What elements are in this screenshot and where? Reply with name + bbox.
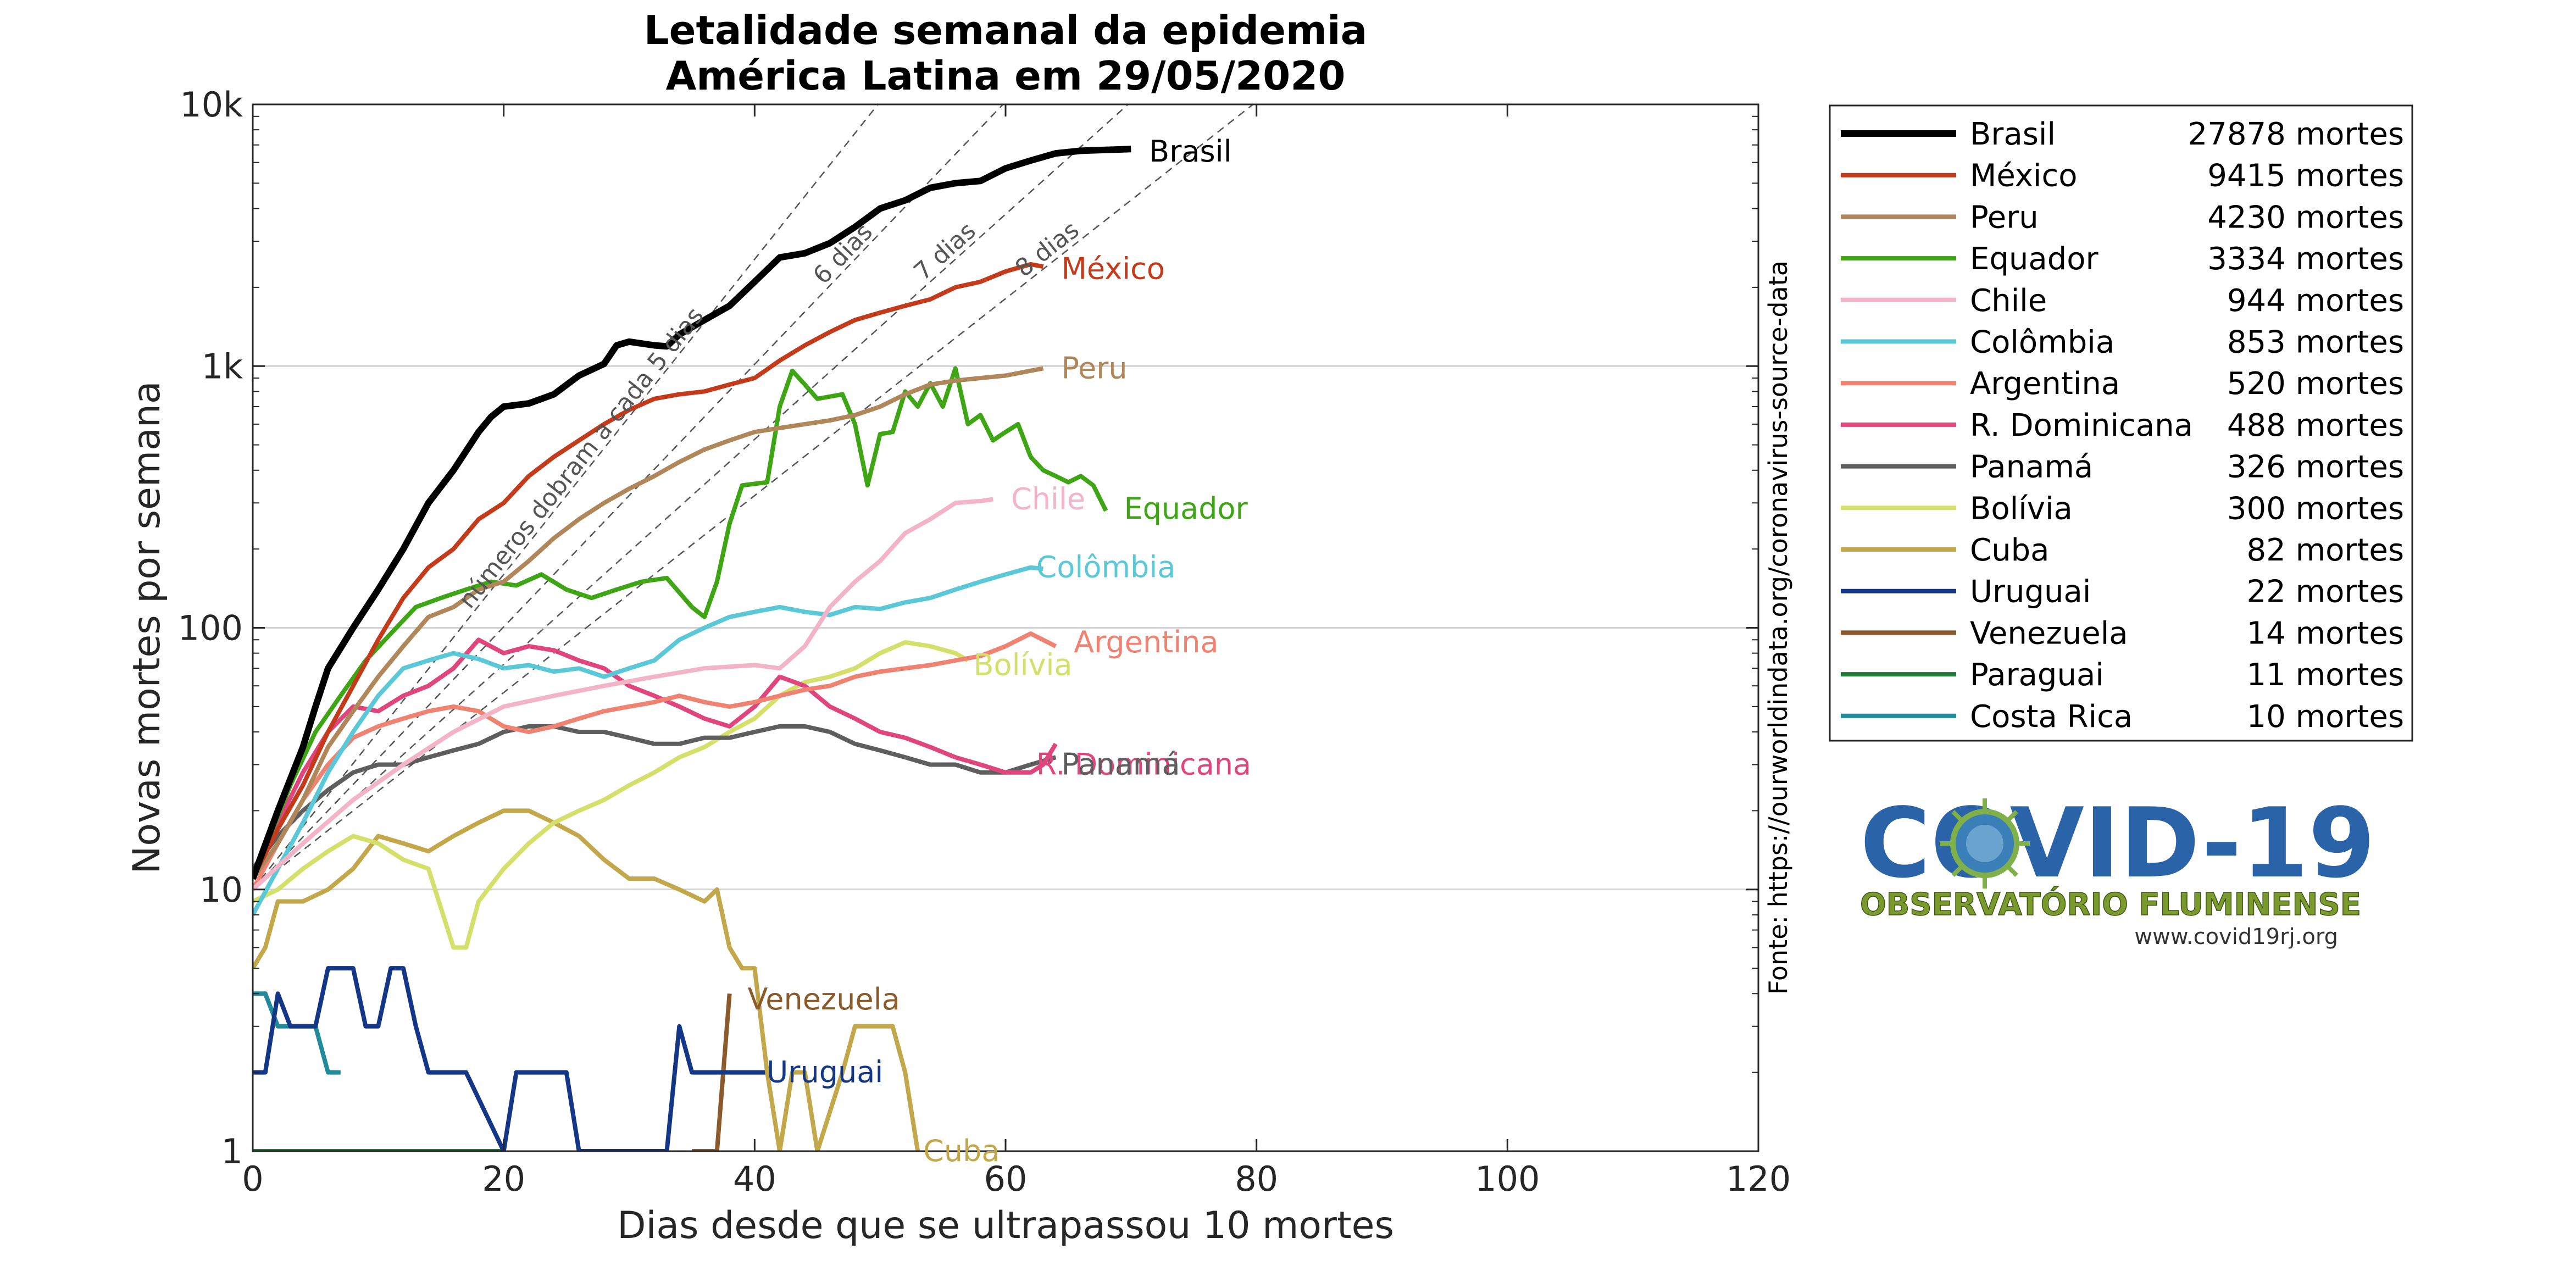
series-labels: Brasil México Peru Equador Chile Colômbia Arge… [748, 134, 1252, 1168]
legend-total-bolivia: 300 mortes [2227, 491, 2404, 526]
logo-subtitle: OBSERVATÓRIO FLUMINENSE [1860, 887, 2361, 923]
x-tick-label: 20 [482, 1159, 525, 1199]
legend-name-peru: Peru [1970, 199, 2039, 235]
chart-subtitle: América Latina em 29/05/2020 [666, 53, 1346, 99]
series-line-equador [253, 366, 1108, 880]
series-label-mexico: México [1061, 252, 1165, 286]
y-axis-label: Novas mortes por semana [125, 381, 169, 874]
series-line-chile [253, 497, 993, 891]
legend-total-r-dominicana: 488 mortes [2227, 408, 2404, 443]
series-label-chile: Chile [1011, 481, 1085, 516]
legend-total-uruguai: 22 mortes [2247, 574, 2404, 610]
series-line-cuba [253, 808, 920, 1151]
series-line-colombia [253, 565, 1043, 916]
series-label-cuba: Cuba [923, 1134, 1000, 1168]
legend-name-colombia: Colômbia [1970, 325, 2114, 360]
series-label-uruguai: Uruguai [767, 1055, 884, 1090]
logo-url: www.covid19rj.org [2134, 924, 2338, 950]
legend-total-chile: 944 mortes [2227, 283, 2404, 319]
virus-icon [1940, 798, 2030, 889]
x-axis-label: Dias desde que se ultrapassou 10 mortes [617, 1204, 1394, 1247]
y-tick-label: 10 [199, 870, 243, 910]
x-tick-label: 0 [242, 1159, 263, 1199]
legend-total-paraguai: 11 mortes [2247, 657, 2404, 693]
legend-total-costa-rica: 10 mortes [2247, 699, 2404, 735]
x-tick-label: 120 [1726, 1159, 1791, 1199]
legend-name-argentina: Argentina [1970, 366, 2120, 402]
series-line-bolivia [253, 640, 969, 950]
y-tick-label: 1 [221, 1131, 243, 1172]
legend-total-panama: 326 mortes [2227, 449, 2404, 485]
guide-line [253, 104, 1004, 890]
series-line-mexico [253, 262, 1044, 880]
y-tick-label: 1k [202, 346, 243, 386]
legend: Brasil 27878 mortes México 9415 mortes Peru 4… [1841, 116, 2404, 735]
legend-name-venezuela: Venezuela [1970, 615, 2128, 651]
legend-total-venezuela: 14 mortes [2247, 615, 2404, 651]
legend-name-chile: Chile [1970, 283, 2047, 319]
guide-line [253, 104, 1129, 890]
series-label-peru: Peru [1061, 351, 1127, 385]
series-label-colombia: Colômbia [1036, 550, 1176, 585]
series-label-brasil: Brasil [1149, 134, 1231, 169]
y-tick-label: 100 [178, 608, 243, 648]
legend-name-brasil: Brasil [1970, 116, 2056, 152]
legend-total-mexico: 9415 mortes [2207, 158, 2404, 194]
x-tick-label: 40 [733, 1159, 776, 1199]
chart-title: Letalidade semanal da epidemia [644, 7, 1367, 53]
x-tick-label: 60 [984, 1159, 1028, 1199]
legend-name-costa-rica: Costa Rica [1970, 699, 2133, 735]
series-line-argentina [253, 631, 1057, 891]
legend-name-mexico: México [1970, 158, 2078, 194]
series-label-venezuela: Venezuela [748, 982, 900, 1017]
x-tick-label: 100 [1475, 1159, 1540, 1199]
legend-total-argentina: 520 mortes [2227, 366, 2404, 402]
series-line-venezuela [692, 993, 732, 1151]
series-lines [253, 146, 1131, 1151]
legend-name-r-dominicana: R. Dominicana [1970, 408, 2193, 443]
y-tick-label: 10k [180, 85, 243, 125]
guide-line [253, 104, 879, 890]
logo: COVID-19 OBSERVATÓRIO FLUMINENSE www.cov… [1859, 788, 2375, 950]
legend-total-peru: 4230 mortes [2207, 199, 2404, 235]
series-label-r-dominicana: R. Dominicana [1036, 747, 1251, 782]
series-line-uruguai [253, 966, 768, 1151]
series-label-equador: Equador [1124, 491, 1248, 526]
legend-total-cuba: 82 mortes [2247, 532, 2404, 568]
legend-total-colombia: 853 mortes [2227, 325, 2404, 360]
legend-name-cuba: Cuba [1970, 532, 2049, 568]
legend-name-bolivia: Bolívia [1970, 491, 2073, 526]
series-line-panama [253, 724, 1057, 870]
series-label-argentina: Argentina [1074, 625, 1218, 659]
legend-total-equador: 3334 mortes [2207, 241, 2404, 277]
legend-total-brasil: 27878 mortes [2188, 116, 2404, 152]
series-line-peru [253, 366, 1044, 880]
legend-name-uruguai: Uruguai [1970, 574, 2091, 610]
source-text: Fonte: https://ourworldindata.org/corona… [1763, 260, 1793, 995]
logo-title: COVID-19 [1860, 788, 2375, 900]
legend-name-panama: Panamá [1970, 449, 2093, 485]
x-tick-label: 80 [1235, 1159, 1278, 1199]
legend-name-paraguai: Paraguai [1970, 657, 2104, 693]
series-line-brasil [253, 146, 1131, 880]
series-label-panama: Panamá [1061, 747, 1180, 782]
series-label-bolivia: Bolívia [974, 647, 1073, 682]
legend-name-equador: Equador [1970, 241, 2099, 277]
